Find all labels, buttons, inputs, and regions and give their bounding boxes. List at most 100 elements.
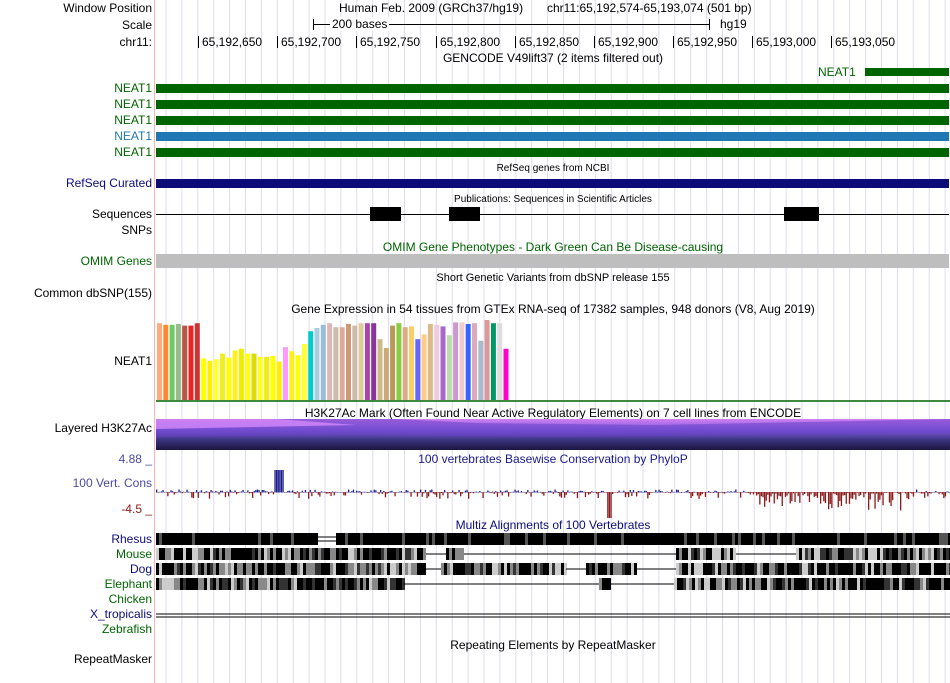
multiz-species-label[interactable]: Rhesus	[111, 532, 152, 546]
alignment-block	[345, 563, 348, 575]
refseq-track-label[interactable]: RefSeq Curated	[65, 176, 152, 190]
phylop-score-bar	[679, 491, 681, 493]
alignment-block	[887, 578, 890, 590]
phylop-conservation-plot[interactable]	[156, 466, 950, 518]
publication-sequence-block[interactable]	[449, 207, 480, 221]
alignment-block	[198, 533, 201, 545]
gtex-expression-chart[interactable]	[156, 316, 950, 402]
alignment-block	[345, 578, 348, 590]
alignment-block	[303, 533, 306, 545]
phylop-score-bar	[170, 490, 172, 493]
alignment-block	[916, 548, 919, 560]
gencode-gene-label[interactable]: NEAT1	[114, 113, 152, 127]
h3k27ac-signal[interactable]	[156, 419, 950, 450]
gencode-transcript-bar[interactable]	[156, 100, 949, 109]
alignment-block	[333, 578, 336, 590]
repeatmasker-track-label[interactable]: RepeatMasker	[73, 652, 152, 666]
gtex-track-label[interactable]: NEAT1	[114, 354, 152, 368]
alignment-block	[315, 533, 318, 545]
alignment-block	[715, 563, 718, 575]
alignment-block	[876, 533, 879, 545]
ruler-tick	[356, 36, 357, 48]
phylop-score-bar	[344, 492, 347, 496]
alignment-block	[877, 548, 880, 560]
gencode-gene-label[interactable]: NEAT1	[114, 129, 152, 143]
position-text[interactable]: chr11:65,192,574-65,193,074 (501 bp)	[547, 1, 752, 15]
phylop-score-bar	[341, 492, 343, 493]
phylop-score-bar	[373, 489, 375, 493]
phylop-score-bar	[279, 470, 281, 493]
gtex-tissue-bar	[232, 350, 238, 400]
alignment-block	[210, 533, 213, 545]
phylop-score-bar	[157, 492, 159, 493]
phylop-score-bar	[655, 489, 657, 493]
publication-sequence-block[interactable]	[784, 207, 819, 221]
omim-track-label[interactable]: OMIM Genes	[80, 254, 152, 268]
gencode-transcript-bar[interactable]	[156, 116, 949, 125]
alignment-block	[426, 533, 429, 545]
phylop-score-bar	[920, 492, 923, 494]
gencode-top-gene-bar[interactable]	[865, 68, 949, 76]
gencode-transcript-bar[interactable]	[156, 148, 949, 157]
ruler-tick	[752, 36, 753, 48]
alignment-block	[870, 533, 873, 545]
phylop-score-bar	[644, 490, 646, 493]
gencode-transcript-bar[interactable]	[156, 132, 949, 141]
multiz-species-label[interactable]: X_tropicalis	[89, 607, 152, 621]
alignment-block	[630, 533, 633, 545]
gencode-transcript-bar[interactable]	[156, 84, 949, 93]
h3k27ac-track-label[interactable]: Layered H3K27Ac	[54, 421, 152, 435]
alignment-block	[818, 578, 821, 590]
alignment-block	[603, 533, 606, 545]
phylop-score-bar	[911, 492, 913, 494]
multiz-species-label[interactable]: Elephant	[104, 577, 152, 591]
alignment-block	[219, 533, 222, 545]
phylop-score-bar	[264, 491, 267, 493]
alignment-block	[255, 548, 258, 560]
multiz-species-label[interactable]: Zebrafish	[101, 622, 152, 636]
omim-gene-bar[interactable]	[156, 254, 949, 268]
refseq-gene-bar[interactable]	[156, 179, 949, 188]
gencode-gene-label[interactable]: NEAT1	[114, 145, 152, 159]
alignment-block	[321, 548, 324, 560]
phylop-score-bar	[904, 492, 907, 494]
phylop-score-bar	[543, 492, 545, 496]
multiz-species-label[interactable]: Dog	[129, 562, 152, 576]
phylop-score-bar	[487, 490, 489, 493]
phylop-score-bar	[823, 492, 825, 502]
alignment-block	[613, 563, 616, 575]
phylop-score-bar	[496, 492, 499, 497]
alignment-block	[756, 533, 759, 545]
alignment-block	[261, 563, 264, 575]
position-ruler[interactable]: 65,192,650 65,192,700 65,192,750 65,192,800…	[156, 34, 950, 50]
alignment-block	[608, 578, 611, 590]
scale-assembly: hg19	[720, 17, 747, 31]
multiz-alignments[interactable]	[156, 532, 950, 622]
alignment-block	[318, 563, 321, 575]
phylop-score-bar	[778, 492, 780, 496]
alignment-block	[733, 563, 736, 575]
alignment-block	[171, 533, 174, 545]
dbsnp-track-label[interactable]: Common dbSNP(155)	[33, 286, 152, 300]
alignment-block	[931, 563, 934, 575]
gencode-gene-label[interactable]: NEAT1	[114, 97, 152, 111]
multiz-species-label[interactable]: Mouse	[115, 547, 152, 561]
phylop-score-bar	[820, 492, 822, 504]
phylop-score-bar	[423, 492, 425, 494]
multiz-species-label[interactable]: Chicken	[108, 592, 152, 606]
snps-track-label[interactable]: SNPs	[121, 223, 152, 237]
alignment-block	[708, 533, 711, 545]
alignment-block	[898, 548, 901, 560]
phylop-score-bar	[266, 491, 268, 493]
phylop-track-label[interactable]: 100 Vert. Cons	[72, 476, 152, 490]
phylop-score-bar	[479, 491, 481, 493]
phylop-score-bar	[908, 492, 910, 500]
publication-sequence-block[interactable]	[370, 207, 401, 221]
alignment-block	[330, 578, 333, 590]
gencode-top-gene-label[interactable]: NEAT1	[818, 65, 856, 79]
gencode-gene-label[interactable]: NEAT1	[114, 81, 152, 95]
phylop-score-bar	[194, 491, 196, 493]
phylop-score-bar	[797, 492, 799, 497]
publications-track-label[interactable]: Sequences	[91, 207, 152, 221]
